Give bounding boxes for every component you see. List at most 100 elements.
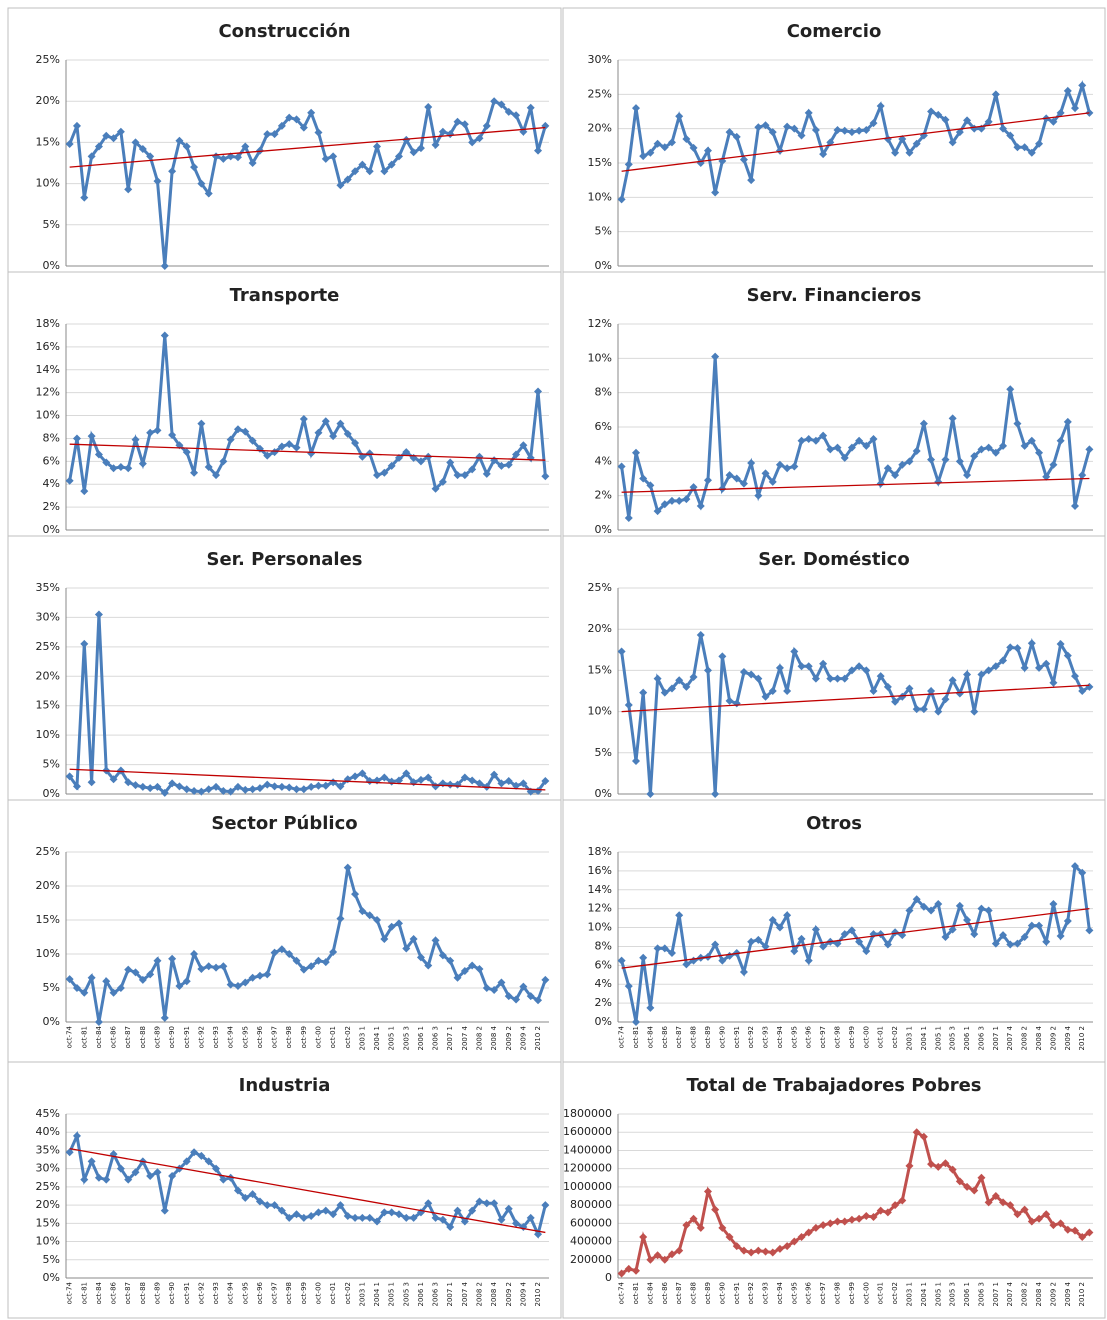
point-marker [138,975,147,984]
point-marker [624,982,633,991]
point-marker [1035,1214,1044,1223]
point-marker [409,148,418,157]
point-marker [358,160,367,169]
x-tick-label: 2005 3 [402,1026,410,1051]
point-marker [1006,643,1015,652]
point-marker [1013,939,1022,948]
point-marker [219,154,228,163]
y-tick-label: 10% [36,728,60,741]
point-marker [955,901,964,910]
point-marker [380,167,389,176]
point-marker [416,457,425,466]
point-marker [667,1250,676,1259]
x-tick-label: oct-94 [776,1025,784,1048]
y-tick-label: 5% [595,746,612,759]
y-tick-label: 1000000 [563,1180,612,1193]
point-marker [72,434,81,443]
point-marker [233,1186,242,1195]
point-marker [204,463,213,472]
point-marker [307,962,316,971]
point-marker [343,175,352,184]
point-marker [402,448,411,457]
point-marker [124,778,133,787]
x-tick-label: oct-74 [66,1281,74,1304]
point-marker [182,1157,191,1166]
point-marker [270,948,279,957]
x-tick-label: oct-93 [762,1282,770,1304]
point-marker [862,666,871,675]
point-marker [631,1018,640,1026]
point-marker [534,1230,543,1239]
point-marker [453,117,462,126]
point-marker [797,934,806,943]
point-marker [270,130,279,139]
point-marker [65,476,74,485]
point-marker [204,189,213,198]
point-marker [675,112,684,121]
x-tick-label: 2005 1 [388,1282,396,1307]
chart-title: Transporte [230,285,340,306]
point-marker [891,697,900,706]
point-marker [226,1173,235,1182]
point-marker [299,123,308,132]
chart-title: Total de Trabajadores Pobres [686,1075,981,1096]
point-marker [754,123,763,132]
point-marker [675,1246,684,1255]
point-marker [747,1248,756,1257]
point-marker [847,666,856,675]
point-marker [263,451,272,460]
point-marker [1056,1219,1065,1228]
chart-panel: Industria 0% 5% 10% 15% 20% 25% 30% 35% 40% 45% oct… [7,1061,562,1319]
y-tick-label: 18% [588,845,612,858]
point-marker [977,445,986,454]
x-tick-label: oct-99 [300,1282,308,1304]
point-marker [160,788,169,797]
point-marker [409,935,418,944]
point-marker [1063,1225,1072,1234]
point-marker [999,124,1008,133]
point-marker [146,152,155,161]
point-marker [919,705,928,714]
point-marker [65,975,74,984]
point-marker [963,916,972,924]
point-marker [660,944,669,953]
point-marker [233,153,242,162]
point-marker [468,776,477,785]
point-marker [482,984,491,992]
point-marker [416,775,425,784]
point-marker [653,1251,662,1260]
point-marker [277,442,286,451]
point-marker [905,457,914,466]
point-marker [94,450,103,459]
point-marker [955,1177,964,1186]
y-tick-label: 30% [588,53,612,66]
x-tick-label: 2004 1 [373,1026,381,1051]
x-tick-label: oct-95 [790,1282,798,1304]
point-marker [124,1175,133,1184]
x-tick-label: oct-91 [183,1282,191,1304]
x-tick-label: 2007 4 [1006,1025,1014,1050]
point-marker [307,1212,316,1221]
x-tick-label: 2008 4 [1035,1025,1043,1050]
point-marker [811,925,820,934]
point-marker [519,441,528,450]
point-marker [1049,117,1058,126]
point-marker [682,495,691,504]
point-marker [175,1164,184,1173]
point-marker [1071,862,1080,871]
point-marker [1078,81,1087,90]
trend-line [621,908,1090,969]
point-marker [182,142,191,151]
point-marker [660,1255,669,1264]
point-marker [351,1213,360,1222]
point-marker [1056,436,1065,445]
point-marker [682,960,691,969]
point-marker [790,947,799,956]
point-marker [1078,1233,1087,1241]
point-marker [768,916,777,924]
x-tick-label: 2010 2 [534,1026,542,1051]
point-marker [468,1206,477,1215]
point-marker [387,461,396,470]
point-marker [1020,1205,1029,1214]
